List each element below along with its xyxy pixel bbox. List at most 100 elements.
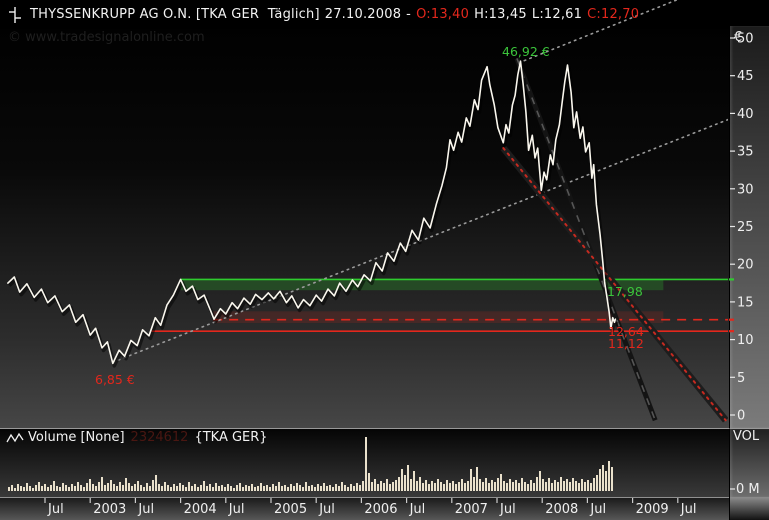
volume-bar <box>569 482 571 491</box>
time-tick-label: 2005 <box>274 502 307 517</box>
volume-bar <box>176 486 178 491</box>
volume-bar <box>506 483 508 491</box>
crash-dashed-dashes <box>516 58 656 421</box>
volume-bar <box>32 488 34 491</box>
volume-bar <box>434 483 436 491</box>
volume-bar <box>83 487 85 491</box>
volume-bar <box>455 484 457 491</box>
volume-indicator-header[interactable]: Volume [None] 2324612 {TKA GER} <box>6 430 274 445</box>
volume-bar <box>350 484 352 491</box>
volume-bar <box>359 485 361 491</box>
volume-bar <box>533 483 535 491</box>
volume-bar <box>467 481 469 491</box>
title-dash: - <box>406 7 412 22</box>
quote-date: 27.10.2008 <box>324 7 402 22</box>
volume-bar <box>251 484 253 491</box>
volume-bar <box>65 485 67 491</box>
volume-bar <box>317 484 319 491</box>
main-chart-pane-background <box>0 29 729 428</box>
volume-bar <box>575 481 577 491</box>
volume-bar <box>395 480 397 491</box>
volume-bar <box>302 487 304 491</box>
volume-bar <box>497 478 499 491</box>
time-tick-label: Jul <box>589 502 606 517</box>
time-tick-label: Jul <box>47 502 64 517</box>
volume-bar <box>464 483 466 491</box>
volume-bar <box>128 483 130 491</box>
volume-bar <box>233 488 235 491</box>
volume-bar <box>170 487 172 491</box>
time-tick-label: Jul <box>409 502 426 517</box>
volume-bar <box>458 482 460 491</box>
volume-bar <box>344 485 346 491</box>
volume-bar <box>215 483 217 491</box>
time-axis-strip[interactable] <box>0 497 729 520</box>
volume-bar <box>422 483 424 491</box>
volume-bar <box>50 485 52 491</box>
volume-bar <box>440 482 442 491</box>
resistance-level-label[interactable]: 17,98 <box>607 284 643 299</box>
volume-bar <box>125 478 127 491</box>
volume-bar <box>203 481 205 491</box>
volume-bar <box>143 487 145 491</box>
volume-bar <box>35 485 37 491</box>
price-tick-label: 25 <box>737 220 754 235</box>
volume-bar <box>482 482 484 491</box>
low-value: L:12,61 <box>531 7 583 22</box>
volume-bar <box>476 467 478 491</box>
volume-bar <box>167 485 169 491</box>
volume-bar <box>200 485 202 491</box>
volume-bar <box>140 485 142 491</box>
price-axis-strip[interactable] <box>729 26 769 428</box>
volume-bar <box>284 485 286 491</box>
resistance-band[interactable] <box>180 279 664 291</box>
ohlc-bar-icon <box>9 6 21 23</box>
volume-bar <box>563 481 565 491</box>
price-tick-label: 20 <box>737 258 754 273</box>
volume-axis-strip[interactable] <box>729 428 769 497</box>
price-tick-label: 50 <box>737 32 754 47</box>
volume-bar <box>119 482 121 491</box>
volume-bar <box>8 487 10 491</box>
volume-bar <box>77 482 79 491</box>
volume-bar <box>11 485 13 491</box>
volume-bar <box>539 471 541 491</box>
support-level-label[interactable]: 11,12 <box>608 336 644 351</box>
rising-channel-upper[interactable] <box>517 0 680 64</box>
volume-bar <box>353 486 355 491</box>
volume-bar <box>314 487 316 491</box>
volume-bar <box>20 486 22 491</box>
volume-bar <box>485 478 487 491</box>
volume-bar <box>110 480 112 491</box>
volume-bar <box>416 481 418 491</box>
price-tick-label: 10 <box>737 333 754 348</box>
volume-bar <box>44 484 46 491</box>
volume-bar <box>452 481 454 491</box>
volume-bar <box>419 477 421 491</box>
volume-bar <box>236 485 238 491</box>
volume-bar <box>248 486 250 491</box>
volume-bar <box>71 484 73 491</box>
volume-bar <box>377 484 379 491</box>
volume-bar <box>26 483 28 491</box>
volume-bar <box>599 469 601 491</box>
volume-bar <box>587 480 589 491</box>
volume-bar <box>488 483 490 491</box>
volume-bar <box>584 482 586 491</box>
volume-bar <box>29 486 31 491</box>
volume-bar <box>53 481 55 491</box>
volume-bar <box>179 483 181 491</box>
volume-bar <box>305 482 307 491</box>
volume-bar <box>152 480 154 491</box>
volume-bar <box>266 485 268 491</box>
volume-bar <box>590 483 592 491</box>
volume-zero-label: 0 M <box>736 482 760 497</box>
volume-bar <box>542 479 544 491</box>
volume-bar <box>479 479 481 491</box>
warning-level-label[interactable]: 12,64 <box>608 324 644 339</box>
warning-band[interactable] <box>213 311 664 324</box>
price-tick-label: 0 <box>737 409 745 424</box>
price-tick-label: 40 <box>737 107 754 122</box>
volume-bar <box>407 465 409 491</box>
